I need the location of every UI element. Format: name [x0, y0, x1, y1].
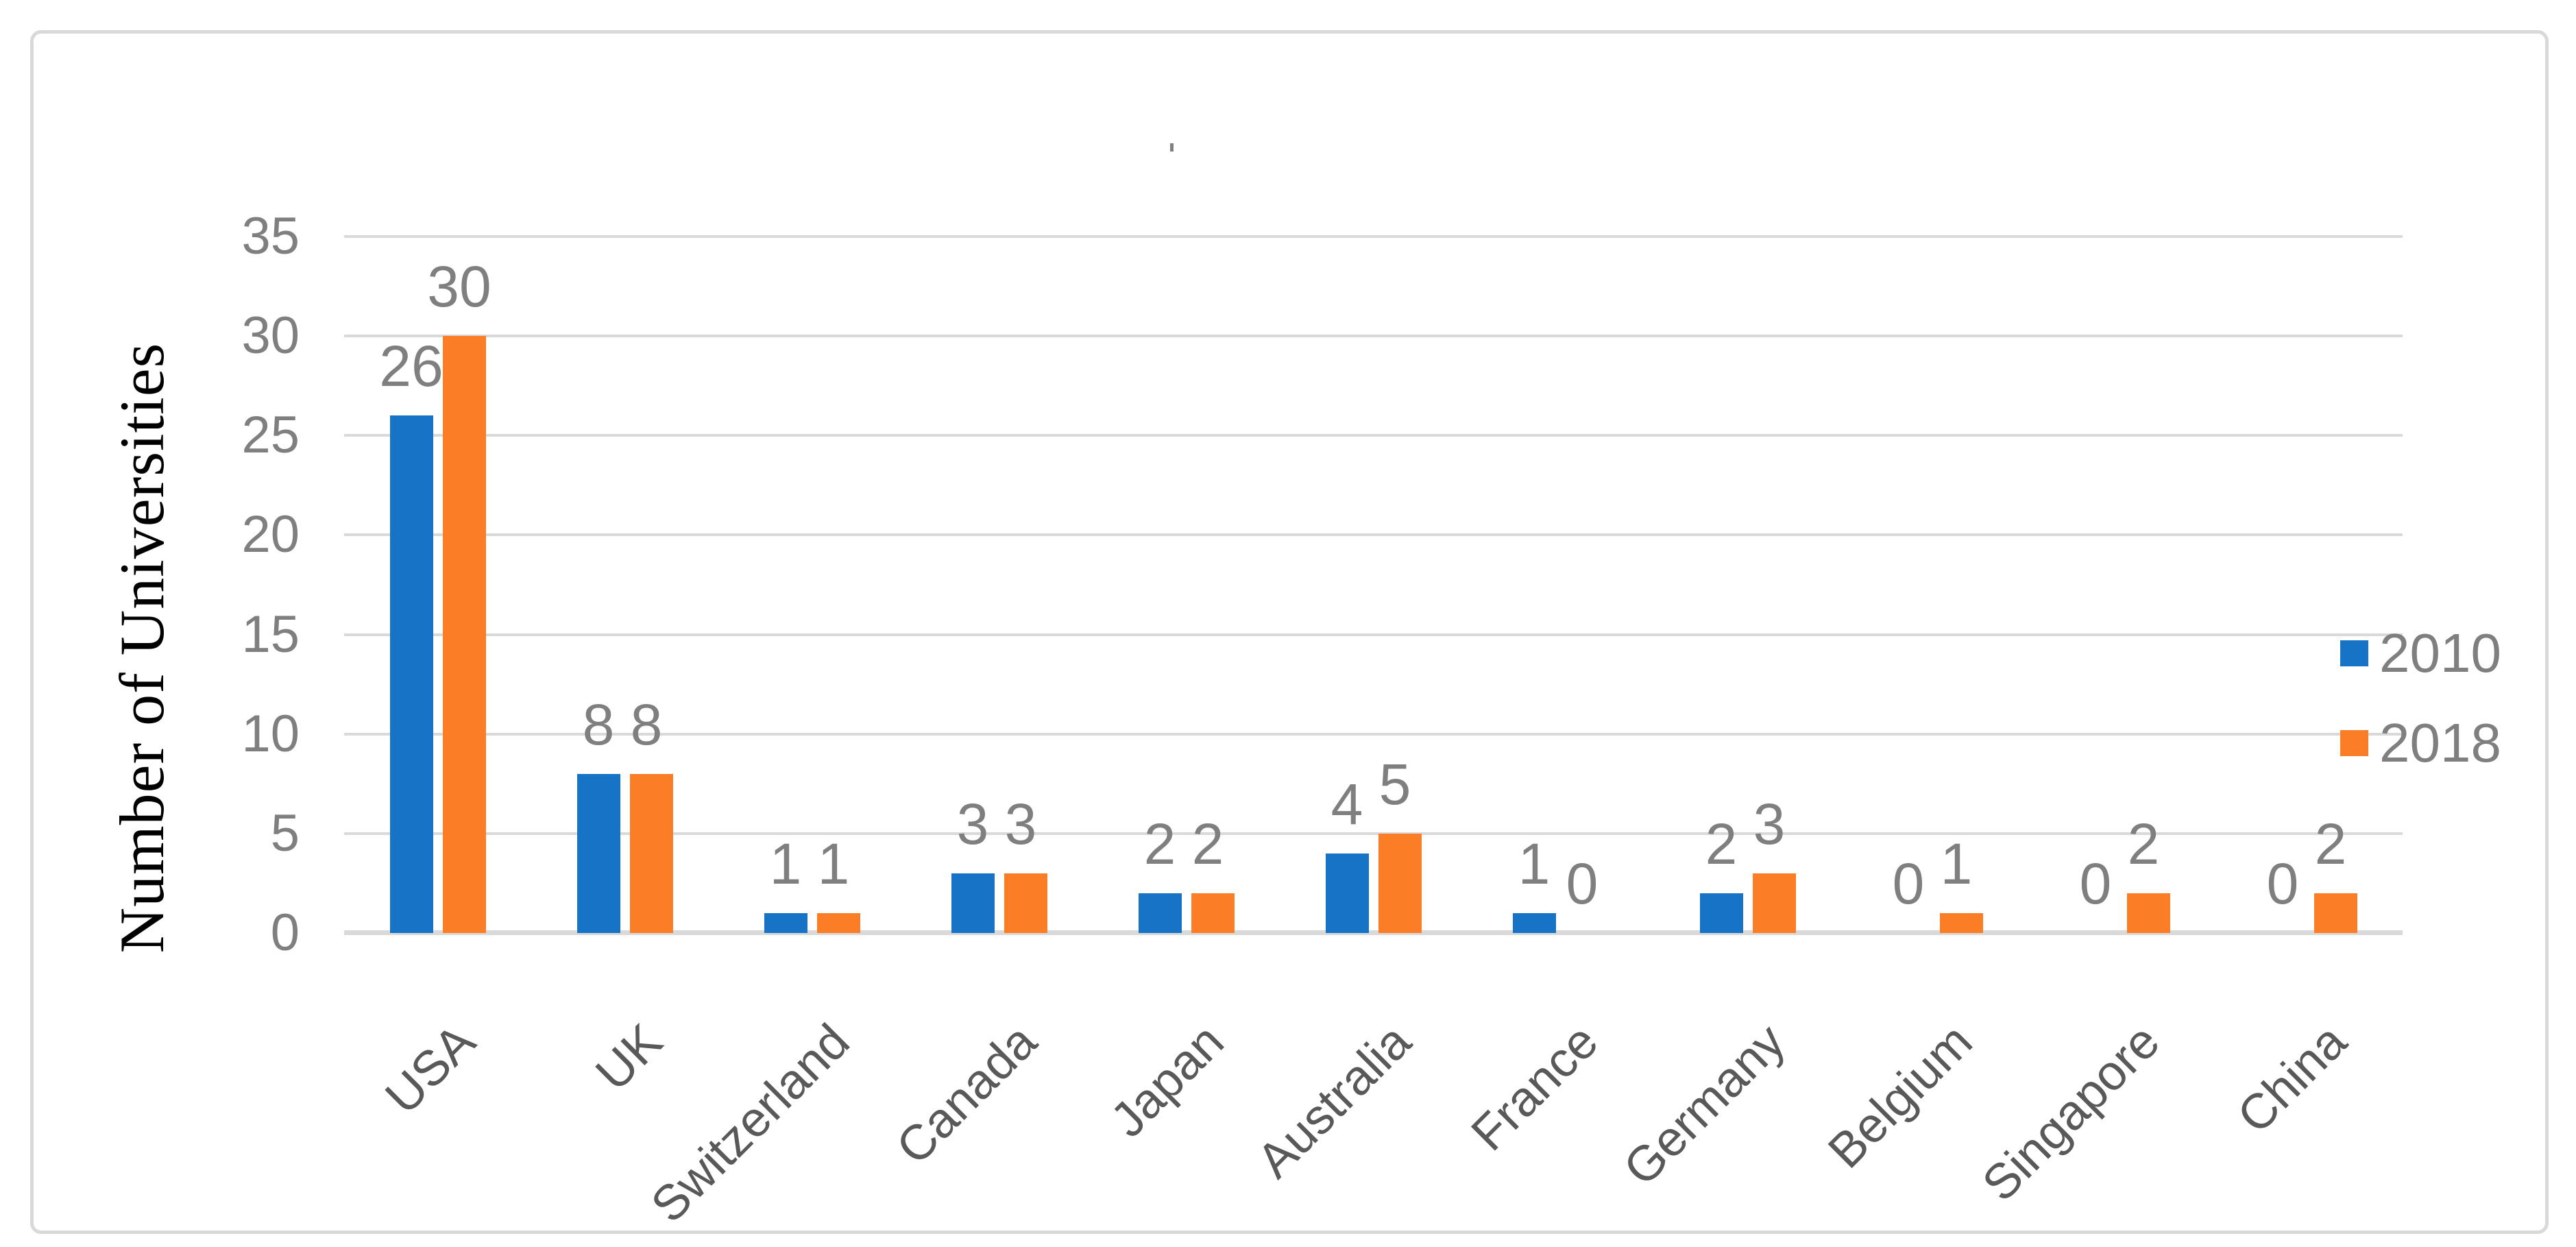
- plot-area: 26 30 8 8 1 1 3 3 2 2 4 5 1 0 2 3 0 1 0 2 0 2: [344, 235, 2403, 935]
- x-category-label-usa: USA: [375, 1013, 486, 1125]
- bar-2010-germany: [1700, 893, 1743, 933]
- gridline-25: [344, 434, 2403, 437]
- y-tick-label-10: 10: [241, 704, 300, 763]
- legend-item-2010: 2010: [2340, 626, 2501, 681]
- data-label-2018-belgium: 1: [1940, 832, 1973, 896]
- bar-2010-australia: [1326, 853, 1369, 933]
- data-label-2010-australia: 4: [1330, 772, 1363, 836]
- gridline-10: [344, 732, 2403, 736]
- data-label-2010-china: 0: [2266, 851, 2299, 916]
- bar-2010-canada: [951, 873, 995, 933]
- data-label-2010-japan: 2: [1143, 812, 1176, 876]
- data-label-2018-switzerland: 1: [817, 832, 850, 896]
- legend-item-2018: 2018: [2340, 716, 2501, 771]
- data-label-2010-usa: 26: [379, 334, 443, 398]
- x-category-label-uk: UK: [585, 1013, 673, 1102]
- data-label-2018-uk: 8: [630, 692, 663, 757]
- chart-frame: . Number of Universities 263088113322451…: [30, 30, 2549, 1234]
- y-tick-label-0: 0: [270, 904, 300, 962]
- bar-2010-france: [1513, 913, 1556, 933]
- bar-2018-australia: [1378, 834, 1422, 933]
- y-tick-label-20: 20: [241, 505, 300, 564]
- y-tick-label-15: 15: [241, 605, 300, 664]
- bar-2018-belgium: [1940, 913, 1983, 933]
- bar-2018-germany: [1753, 873, 1796, 933]
- x-category-label-china: China: [2226, 1013, 2357, 1144]
- bar-2018-singapore: [2127, 893, 2170, 933]
- gridline-30: [344, 335, 2403, 338]
- x-category-label-japan: Japan: [1100, 1013, 1235, 1148]
- legend-label-2018: 2018: [2379, 712, 2501, 773]
- bar-2018-canada: [1004, 873, 1047, 933]
- data-label-2018-china: 2: [2314, 812, 2347, 876]
- x-category-label-switzerland: Switzerland: [640, 1013, 860, 1233]
- y-tick-label-5: 5: [270, 803, 300, 862]
- data-label-2010-uk: 8: [582, 692, 615, 757]
- data-label-2010-singapore: 0: [2079, 851, 2112, 916]
- legend: 2010 2018: [2340, 626, 2501, 771]
- data-label-2010-switzerland: 1: [769, 832, 802, 896]
- data-label-2018-australia: 5: [1378, 752, 1411, 816]
- gridline-5: [344, 832, 2403, 835]
- x-category-label-france: France: [1461, 1013, 1609, 1161]
- bar-2010-switzerland: [764, 913, 807, 933]
- bar-2010-usa: [390, 415, 433, 933]
- data-label-2018-japan: 2: [1191, 812, 1224, 876]
- gridline-35: [344, 235, 2403, 238]
- data-label-2010-belgium: 0: [1892, 851, 1925, 916]
- chart-title-mark: .: [1170, 143, 1174, 152]
- x-axis-line: [344, 930, 2403, 935]
- legend-swatch-2010: [2340, 640, 2368, 666]
- legend-swatch-2018: [2340, 730, 2368, 756]
- x-category-label-australia: Australia: [1246, 1013, 1422, 1189]
- bar-2018-japan: [1191, 893, 1235, 933]
- data-label-2010-france: 1: [1518, 832, 1551, 896]
- x-category-label-canada: Canada: [886, 1013, 1047, 1175]
- gridline-15: [344, 633, 2403, 636]
- bar-2018-china: [2314, 893, 2357, 933]
- gridline-20: [344, 533, 2403, 537]
- x-category-label-belgium: Belgium: [1817, 1013, 1983, 1179]
- y-tick-label-35: 35: [241, 207, 300, 265]
- y-tick-label-25: 25: [241, 406, 300, 465]
- legend-label-2010: 2010: [2379, 622, 2501, 683]
- bar-2018-uk: [630, 774, 673, 933]
- data-label-2018-usa: 30: [427, 254, 491, 319]
- data-label-2010-canada: 3: [956, 792, 989, 856]
- data-label-2010-germany: 2: [1705, 812, 1738, 876]
- x-category-label-singapore: Singapore: [1971, 1013, 2170, 1212]
- data-label-2018-france: 0: [1566, 851, 1599, 916]
- bar-2010-uk: [577, 774, 620, 933]
- bar-2018-switzerland: [817, 913, 860, 933]
- data-label-2018-singapore: 2: [2127, 812, 2160, 876]
- x-category-label-germany: Germany: [1613, 1013, 1796, 1196]
- bar-2010-japan: [1139, 893, 1182, 933]
- y-tick-label-30: 30: [241, 306, 300, 365]
- data-label-2018-germany: 3: [1753, 792, 1786, 856]
- bar-2018-usa: [443, 336, 486, 933]
- data-label-2018-canada: 3: [1004, 792, 1037, 856]
